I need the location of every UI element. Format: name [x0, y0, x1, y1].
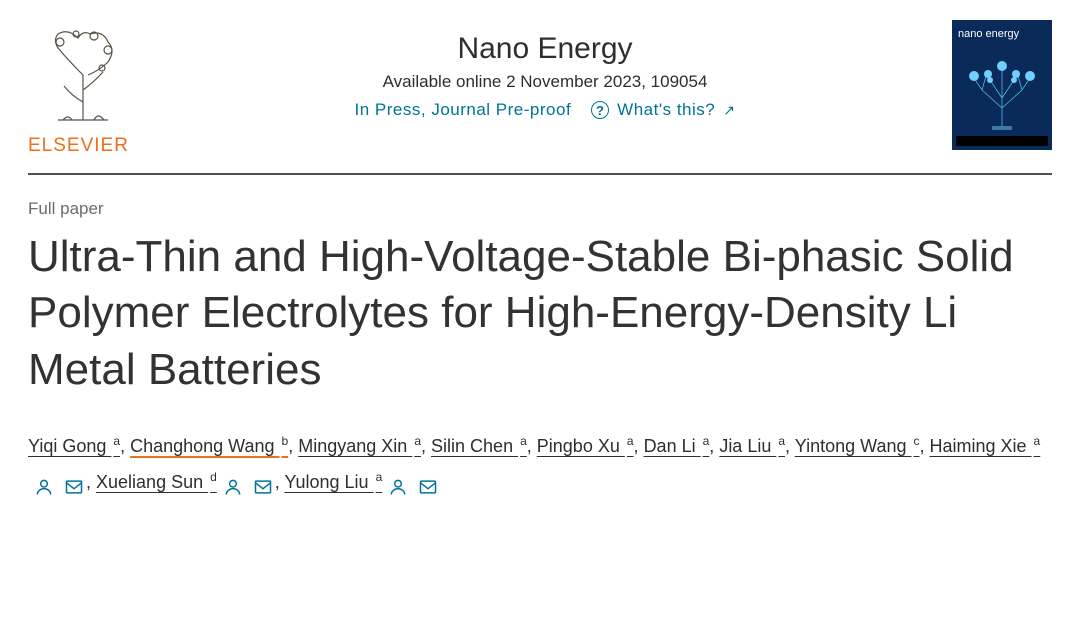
- author-link[interactable]: Dan Li a: [644, 436, 710, 456]
- cover-art-icon: [962, 50, 1042, 132]
- author-separator: ,: [527, 436, 537, 456]
- author-link[interactable]: Pingbo Xu a: [537, 436, 634, 456]
- whats-this-link[interactable]: ? What's this? ↗: [591, 100, 735, 120]
- author-link[interactable]: Changhong Wang b: [130, 436, 288, 456]
- help-icon: ?: [591, 101, 609, 119]
- journal-status-row: In Press, Journal Pre-proof ? What's thi…: [158, 100, 932, 120]
- mail-icon[interactable]: [64, 473, 84, 493]
- author-contact-icons: [34, 473, 84, 493]
- publisher-logo[interactable]: ELSEVIER: [28, 20, 138, 157]
- author-link[interactable]: Yulong Liu a: [284, 472, 382, 492]
- journal-cover-thumbnail[interactable]: nano energy: [952, 20, 1052, 150]
- author-separator: ,: [120, 436, 130, 456]
- authors-list: Yiqi Gong a, Changhong Wang b, Mingyang …: [28, 428, 1052, 500]
- author-link[interactable]: Yintong Wang c: [795, 436, 920, 456]
- journal-status: In Press, Journal Pre-proof: [355, 100, 572, 120]
- person-icon[interactable]: [388, 473, 408, 493]
- journal-availability: Available online 2 November 2023, 109054: [158, 72, 932, 92]
- author-link[interactable]: Yiqi Gong a: [28, 436, 120, 456]
- article-title: Ultra-Thin and High-Voltage-Stable Bi-ph…: [28, 229, 1052, 398]
- cover-title: nano energy: [958, 28, 1046, 40]
- person-icon[interactable]: [223, 473, 243, 493]
- author-link[interactable]: Mingyang Xin a: [298, 436, 421, 456]
- author-link[interactable]: Silin Chen a: [431, 436, 527, 456]
- author-contact-icons: [388, 473, 438, 493]
- author-link[interactable]: Jia Liu a: [719, 436, 785, 456]
- author-separator: ,: [919, 436, 929, 456]
- mail-icon[interactable]: [253, 473, 273, 493]
- author-separator: ,: [421, 436, 431, 456]
- author-separator: ,: [709, 436, 719, 456]
- journal-info: Nano Energy Available online 2 November …: [158, 20, 932, 120]
- author-link[interactable]: Xueliang Sun d: [96, 472, 217, 492]
- header-divider: [28, 173, 1052, 175]
- article-type: Full paper: [28, 199, 1052, 219]
- elsevier-tree-icon: [28, 20, 138, 130]
- publisher-name: ELSEVIER: [28, 135, 138, 157]
- author-separator: ,: [288, 436, 298, 456]
- external-arrow-icon: ↗: [723, 102, 735, 119]
- author-contact-icons: [223, 473, 273, 493]
- journal-title[interactable]: Nano Energy: [158, 32, 932, 66]
- author-separator: ,: [634, 436, 644, 456]
- author-link[interactable]: Haiming Xie a: [930, 436, 1041, 456]
- article-header: ELSEVIER Nano Energy Available online 2 …: [28, 20, 1052, 157]
- person-icon[interactable]: [34, 473, 54, 493]
- whats-this-label: What's this?: [617, 100, 715, 120]
- author-separator: ,: [785, 436, 795, 456]
- author-separator: ,: [86, 472, 96, 492]
- mail-icon[interactable]: [418, 473, 438, 493]
